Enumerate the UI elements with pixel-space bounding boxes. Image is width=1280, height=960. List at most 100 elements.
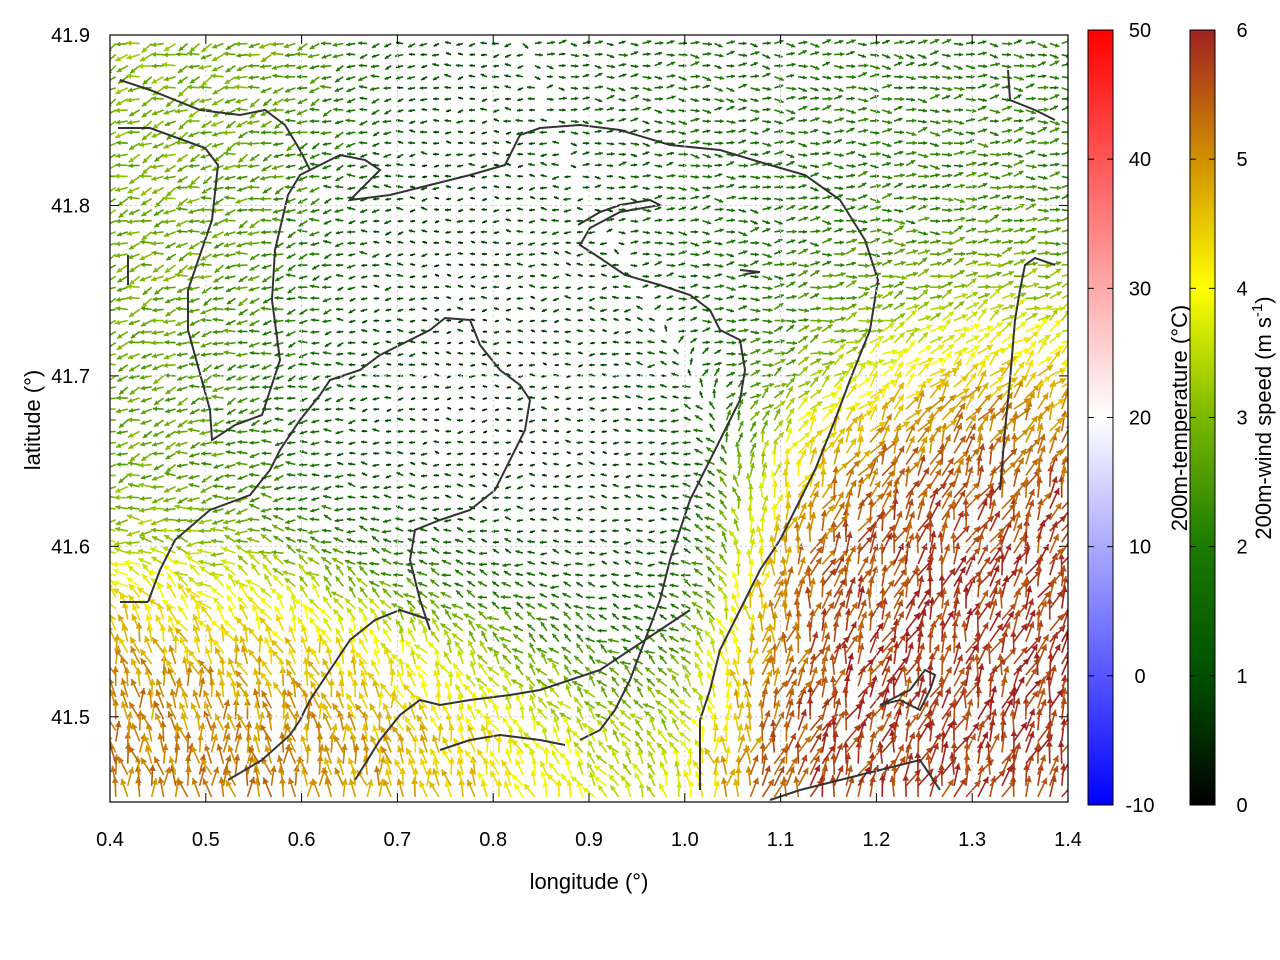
wind-vector-head xyxy=(829,775,837,782)
wind-vector-head xyxy=(801,754,808,762)
wind-vector-head xyxy=(913,565,921,572)
wind-vector-head xyxy=(997,653,1004,661)
wind-vector-head xyxy=(938,763,945,771)
wind-vector-head xyxy=(902,774,910,781)
wind-vector-head xyxy=(908,732,916,740)
wind-vector-head xyxy=(295,681,302,689)
wind-vector-head xyxy=(786,644,794,652)
wind-vector-head xyxy=(262,777,269,785)
wind-vector-head xyxy=(548,762,555,769)
wind-vector-head xyxy=(443,540,447,545)
wind-vector-head xyxy=(1066,647,1068,650)
wind-vector-head xyxy=(233,754,241,761)
wind-vector-head xyxy=(620,775,627,782)
wind-vector-head xyxy=(408,758,415,765)
wind-vector-head xyxy=(1031,458,1038,466)
wind-vector-head xyxy=(950,718,958,725)
wind-vector-head xyxy=(834,698,842,706)
wind-vector-head xyxy=(680,740,687,747)
wind-vector-shaft xyxy=(1061,457,1068,466)
wind-vector-head xyxy=(285,507,290,512)
wind-vector-head xyxy=(637,507,641,511)
wind-vector-head xyxy=(942,741,949,749)
wind-vector-head xyxy=(608,774,615,781)
wind-vector-head xyxy=(494,463,498,467)
wind-vector-head xyxy=(637,749,644,756)
wind-vector-head xyxy=(525,595,530,600)
wind-vector-head xyxy=(622,763,629,770)
wind-vector-head xyxy=(887,470,895,478)
wind-vector-head xyxy=(961,686,968,694)
wind-vector-head xyxy=(383,779,390,787)
wind-vector-head xyxy=(788,766,795,774)
wind-vector-head xyxy=(539,540,544,545)
wind-vector-head xyxy=(161,527,167,534)
wind-vector-head xyxy=(721,777,728,785)
wind-vector-head xyxy=(781,776,788,783)
wind-vector-head xyxy=(248,776,256,784)
wind-vector-head xyxy=(248,484,253,489)
wind-vector-head xyxy=(114,494,120,501)
wind-vector-shaft xyxy=(1061,744,1068,754)
wind-vector-head xyxy=(245,721,253,728)
wind-vector-head xyxy=(891,764,898,771)
wind-vector-head xyxy=(570,776,577,782)
wind-vector-head xyxy=(635,741,641,747)
wind-vector-head xyxy=(175,517,181,523)
wind-vector-head xyxy=(1069,670,1076,677)
wind-vector-head xyxy=(444,484,449,489)
wind-vector-head xyxy=(419,734,427,742)
wind-vector-head xyxy=(687,748,694,754)
wind-vector-head xyxy=(694,739,701,746)
wind-vector-head xyxy=(464,750,471,757)
wind-vector-head xyxy=(600,529,604,533)
wind-vector-head xyxy=(564,759,571,766)
wind-vector-head xyxy=(646,740,653,747)
wind-vector-head xyxy=(846,765,854,773)
wind-vector-head xyxy=(897,744,904,752)
wind-vector-head xyxy=(787,566,794,574)
wind-vector-head xyxy=(516,748,522,756)
wind-vector-head xyxy=(714,736,721,744)
wind-vector-head xyxy=(111,561,118,568)
wind-vector-head xyxy=(430,748,437,756)
wind-vector-head xyxy=(720,755,727,763)
wind-vector-head xyxy=(1071,548,1078,555)
wind-vector-head xyxy=(168,756,176,764)
wind-vector-head xyxy=(782,468,789,476)
wind-vector-head xyxy=(612,496,616,500)
wind-vector-head xyxy=(767,779,774,787)
wind-vector-head xyxy=(540,770,547,778)
wind-vector-head xyxy=(477,749,484,757)
wind-vector-head xyxy=(625,507,629,511)
wind-vector-head xyxy=(969,733,976,741)
wind-vector-head xyxy=(191,778,198,785)
wind-vector-head xyxy=(128,746,135,754)
wind-vector-head xyxy=(428,561,434,567)
wind-vector-head xyxy=(656,742,663,749)
wind-vector-head xyxy=(322,528,327,533)
wind-vector-head xyxy=(198,506,204,513)
wind-vector-head xyxy=(1046,597,1054,604)
wind-vector-head xyxy=(589,485,593,489)
wind-vector-head xyxy=(335,484,339,489)
wind-vector-head xyxy=(529,749,535,756)
wind-vector-head xyxy=(419,780,426,788)
wind-vector-head xyxy=(162,516,168,523)
wind-vector-head xyxy=(1070,516,1077,523)
wind-vector-head xyxy=(127,767,135,774)
wind-vector-head xyxy=(589,771,595,778)
wind-vector-head xyxy=(485,687,493,694)
wind-vector-head xyxy=(456,463,460,467)
wind-vector-head xyxy=(187,518,193,524)
wind-vector-head xyxy=(674,760,680,767)
wind-vector-head xyxy=(576,529,580,533)
wind-vector-head xyxy=(778,766,785,774)
wind-vector-head xyxy=(791,757,798,765)
wind-vector-head xyxy=(917,575,925,583)
wind-vector-head xyxy=(577,540,581,544)
wind-vector-head xyxy=(831,686,839,694)
wind-vector-head xyxy=(482,757,490,764)
wind-vector-head xyxy=(143,734,150,742)
wind-vector-head xyxy=(164,766,172,774)
